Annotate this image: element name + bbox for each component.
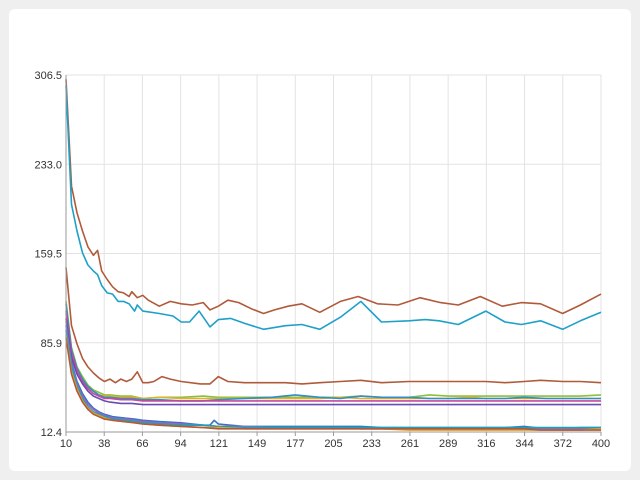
series-line-1 [65, 79, 602, 315]
y-tick-label: 159.5 [34, 249, 62, 261]
y-tick-label: 12.4 [41, 427, 62, 439]
series-line-13 [65, 337, 601, 431]
x-tick-label: 10 [60, 438, 72, 450]
grid [65, 74, 602, 433]
chart-card [9, 9, 631, 471]
x-tick-label: 400 [592, 438, 610, 450]
x-tick-label: 121 [210, 438, 228, 450]
x-tick-label: 344 [515, 438, 533, 450]
x-tick-label: 177 [286, 438, 304, 450]
y-axis-ticks: 306.5 233.0 159.5 85.9 12.4 [34, 70, 62, 439]
y-tick-label: 233.0 [34, 159, 62, 171]
series-line-8 [65, 318, 601, 406]
y-tick-label: 306.5 [34, 70, 62, 82]
series-line-7 [65, 310, 601, 402]
x-tick-label: 289 [439, 438, 457, 450]
x-tick-label: 94 [175, 438, 187, 450]
series-lines [65, 79, 602, 431]
x-tick-label: 38 [98, 438, 110, 450]
x-tick-label: 261 [401, 438, 419, 450]
x-tick-label: 233 [363, 438, 381, 450]
x-tick-label: 66 [136, 438, 148, 450]
series-line-11 [65, 330, 601, 429]
x-axis-ticks: 10 38 66 94 121 149 177 205 233 261 289 316 344 372 40… [60, 438, 610, 450]
series-line-3 [65, 267, 602, 385]
series-line-2 [65, 85, 602, 331]
axes [65, 75, 602, 436]
x-tick-label: 149 [248, 438, 266, 450]
series-line-6 [65, 303, 601, 402]
x-tick-label: 205 [324, 438, 342, 450]
x-tick-label: 372 [554, 438, 572, 450]
x-tick-label: 316 [477, 438, 495, 450]
y-tick-label: 85.9 [41, 338, 62, 350]
